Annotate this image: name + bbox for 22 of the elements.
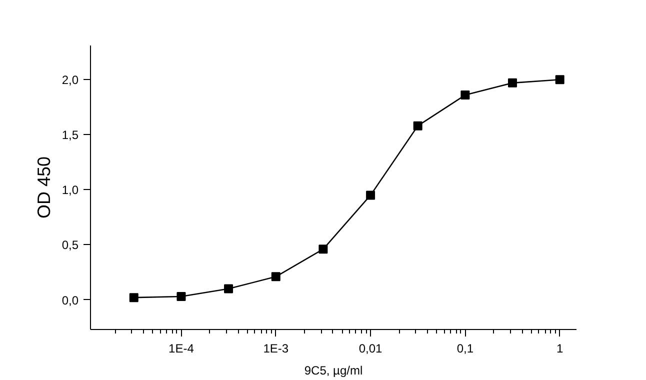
x-tick-label: 1 <box>556 342 564 356</box>
point <box>224 284 234 294</box>
x-tick-label: 1E-3 <box>263 342 289 356</box>
x-axis-title: 9C5, µg/ml <box>304 364 363 378</box>
point <box>508 78 517 88</box>
point <box>129 293 138 302</box>
y-tick-label: 1,5 <box>62 128 79 142</box>
point <box>555 75 564 84</box>
point <box>271 272 280 282</box>
point <box>318 244 328 254</box>
point <box>176 292 186 301</box>
point <box>413 121 422 130</box>
x-tick-label: 0,01 <box>358 342 383 356</box>
y-tick-label: 0,0 <box>62 293 79 308</box>
point <box>366 190 376 200</box>
point <box>460 90 470 100</box>
x-tick-label: 1E-4 <box>168 342 194 356</box>
y-axis-title: OD 450 <box>34 156 54 219</box>
x-tick-label: 0,1 <box>456 342 474 356</box>
y-tick-label: 1,0 <box>62 183 79 198</box>
y-tick-label: 2,0 <box>62 73 79 88</box>
y-tick-label: 0,5 <box>62 238 79 252</box>
